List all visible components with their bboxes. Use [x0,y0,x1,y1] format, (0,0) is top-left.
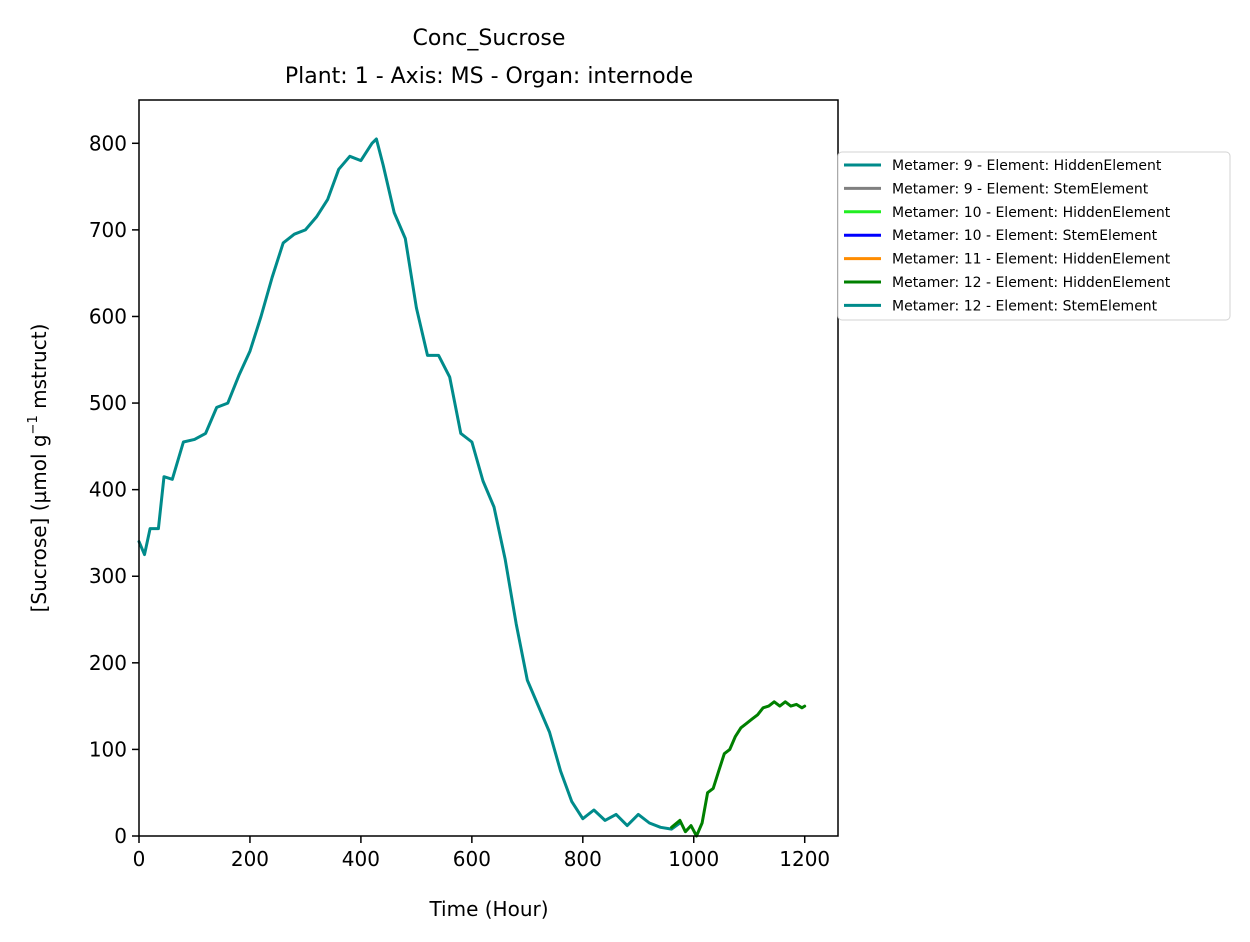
y-tick-label: 500 [89,391,127,415]
series-line-5 [670,700,807,838]
legend-entries: Metamer: 9 - Element: HiddenElement Metam… [844,158,1171,314]
y-axis-label-exponent: −1 [26,415,41,434]
y-tick-label: 700 [89,218,127,242]
y-tick-label: 100 [89,737,127,761]
legend-label: Metamer: 12 - Element: HiddenElement [892,275,1171,291]
y-axis-label-main: [Sucrose] (µmol g [27,434,51,612]
legend-label: Metamer: 9 - Element: HiddenElement [892,158,1162,174]
legend-label: Metamer: 12 - Element: StemElement [892,298,1158,314]
legend-label: Metamer: 9 - Element: StemElement [892,181,1149,197]
x-tick-label: 800 [564,847,602,871]
y-tick-label: 400 [89,478,127,502]
legend-label: Metamer: 10 - Element: HiddenElement [892,205,1171,221]
series-layer [137,137,807,838]
legend-label: Metamer: 11 - Element: HiddenElement [892,252,1171,268]
x-tick-label: 600 [453,847,491,871]
series-line-0 [137,137,682,831]
x-tick-label: 400 [342,847,380,871]
y-tick-label: 200 [89,651,127,675]
chart-subtitle: Plant: 1 - Axis: MS - Organ: internode [285,64,693,89]
x-tick-label: 0 [133,847,146,871]
y-tick-label: 0 [114,824,127,848]
chart-title: Conc_Sucrose [413,26,566,51]
x-axis-label: Time (Hour) [428,897,548,921]
x-tick-label: 200 [231,847,269,871]
y-tick-label: 300 [89,564,127,588]
y-tick-label: 600 [89,304,127,328]
x-tick-label: 1000 [668,847,719,871]
x-tick-label: 1200 [779,847,830,871]
y-tick-label: 800 [89,131,127,155]
y-axis-label-unit: mstruct) [27,324,51,416]
plot-frame [138,99,839,837]
legend: Metamer: 9 - Element: HiddenElement Metam… [837,151,1231,321]
x-axis: 0 200 400 600 800 1000 1200 [133,836,830,871]
y-axis: 0 100 200 300 400 500 600 700 800 [89,131,139,848]
legend-label: Metamer: 10 - Element: StemElement [892,228,1158,244]
chart-title-group: Conc_Sucrose Plant: 1 - Axis: MS - Organ… [285,26,693,89]
y-axis-label: [Sucrose] (µmol g−1 mstruct) [26,324,51,613]
legend-box [837,151,1231,321]
